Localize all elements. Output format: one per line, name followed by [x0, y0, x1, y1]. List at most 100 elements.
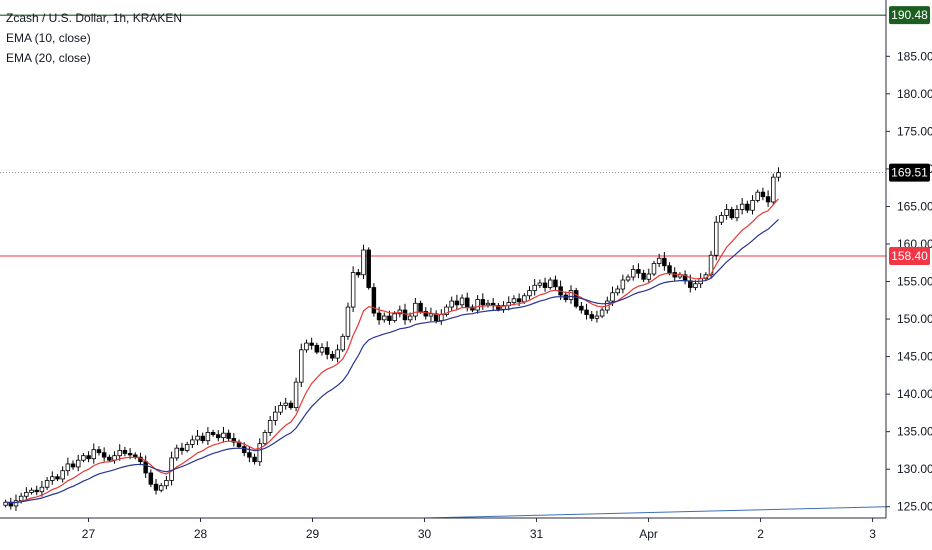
candle-body	[636, 269, 641, 274]
candle-body	[615, 288, 620, 294]
candle-body	[382, 315, 387, 321]
ema-layer	[5, 198, 779, 504]
candle	[70, 460, 76, 470]
candle-body	[257, 443, 263, 463]
x-tick-label: 2	[757, 527, 764, 541]
candle-body	[345, 306, 351, 337]
candle-body	[667, 265, 672, 273]
candle-body	[273, 411, 278, 421]
candle-body	[553, 279, 558, 288]
candle-body	[247, 452, 252, 458]
candle	[532, 279, 537, 296]
candle-body	[496, 305, 501, 310]
candle	[3, 499, 8, 508]
candle	[630, 265, 636, 281]
candle	[547, 277, 553, 290]
candle-body	[55, 476, 60, 480]
candle-body	[387, 315, 392, 321]
candle-body	[190, 439, 195, 445]
legend-ema20[interactable]: EMA (20, close)	[6, 51, 91, 65]
candle-body	[755, 191, 760, 201]
candle	[459, 294, 465, 308]
candle-body	[708, 254, 714, 276]
candle-body	[516, 298, 522, 303]
candle-body	[511, 298, 517, 303]
candle	[594, 310, 600, 323]
candle	[444, 304, 449, 317]
candle-body	[122, 450, 128, 454]
x-tick-label: 27	[82, 527, 96, 541]
x-tick-label: 30	[418, 527, 432, 541]
candle	[75, 454, 81, 472]
candle-body	[361, 249, 366, 276]
candle-body	[392, 313, 397, 321]
candle-body	[589, 314, 594, 319]
y-tick-label: 140.00	[897, 387, 932, 401]
candle-body	[620, 279, 626, 290]
legend-ema10[interactable]: EMA (10, close)	[6, 31, 91, 45]
y-tick-label: 145.00	[897, 350, 932, 364]
price-axis-panel[interactable]	[886, 0, 932, 550]
candle	[553, 275, 558, 291]
candle-body	[18, 495, 24, 502]
candle-body	[402, 309, 408, 321]
candle	[527, 286, 532, 300]
candle	[682, 270, 688, 285]
candle-body	[579, 305, 584, 311]
candle	[91, 443, 97, 464]
candle-body	[459, 297, 465, 306]
candle	[158, 483, 164, 493]
candle	[542, 277, 548, 292]
candle-body	[610, 292, 615, 302]
candle-body	[75, 459, 81, 468]
candle-body	[96, 449, 102, 454]
candle	[651, 260, 657, 277]
price-tag-bg	[889, 163, 930, 182]
candle	[304, 339, 309, 353]
y-tick-label: 165.00	[897, 199, 932, 213]
candle	[262, 429, 268, 446]
x-tick-label: 29	[306, 527, 320, 541]
y-tick-label: 175.00	[897, 124, 932, 138]
candle	[573, 287, 579, 309]
candle-body	[65, 463, 71, 472]
candle-body	[475, 299, 480, 311]
candle-body	[304, 342, 309, 351]
candle	[413, 297, 418, 321]
candle	[216, 430, 221, 442]
candle	[771, 173, 776, 205]
candle	[29, 487, 34, 495]
candle-body	[449, 300, 454, 308]
candle-body	[542, 282, 548, 288]
candle-body	[13, 500, 19, 507]
candle	[382, 312, 387, 323]
time-axis: 27 28 29 30 31 Apr 2 3	[82, 518, 876, 541]
candle-body	[371, 287, 377, 314]
candle-body	[112, 455, 117, 461]
legend-title[interactable]: Zcash / U.S. Dollar, 1h, KRAKEN	[6, 11, 183, 25]
candle-body	[288, 402, 294, 409]
candle	[299, 343, 304, 388]
candle-body	[241, 446, 247, 454]
candle	[729, 206, 735, 220]
candle-body	[314, 344, 320, 353]
candle	[164, 476, 169, 490]
candle	[568, 285, 574, 304]
candle-body	[630, 269, 636, 278]
candle	[599, 307, 605, 319]
candle-body	[724, 209, 729, 216]
candle-body	[148, 472, 154, 485]
candle	[335, 344, 340, 363]
candle-body	[210, 432, 216, 436]
price-tag-label: 169.51	[891, 166, 928, 180]
candle	[465, 292, 470, 312]
candle	[267, 415, 273, 436]
y-tick-label: 135.00	[897, 425, 932, 439]
candle-body	[153, 483, 159, 491]
candle	[50, 471, 55, 485]
candle	[345, 302, 351, 340]
candle	[81, 453, 86, 463]
candle-body	[309, 342, 314, 346]
candle	[480, 293, 486, 310]
